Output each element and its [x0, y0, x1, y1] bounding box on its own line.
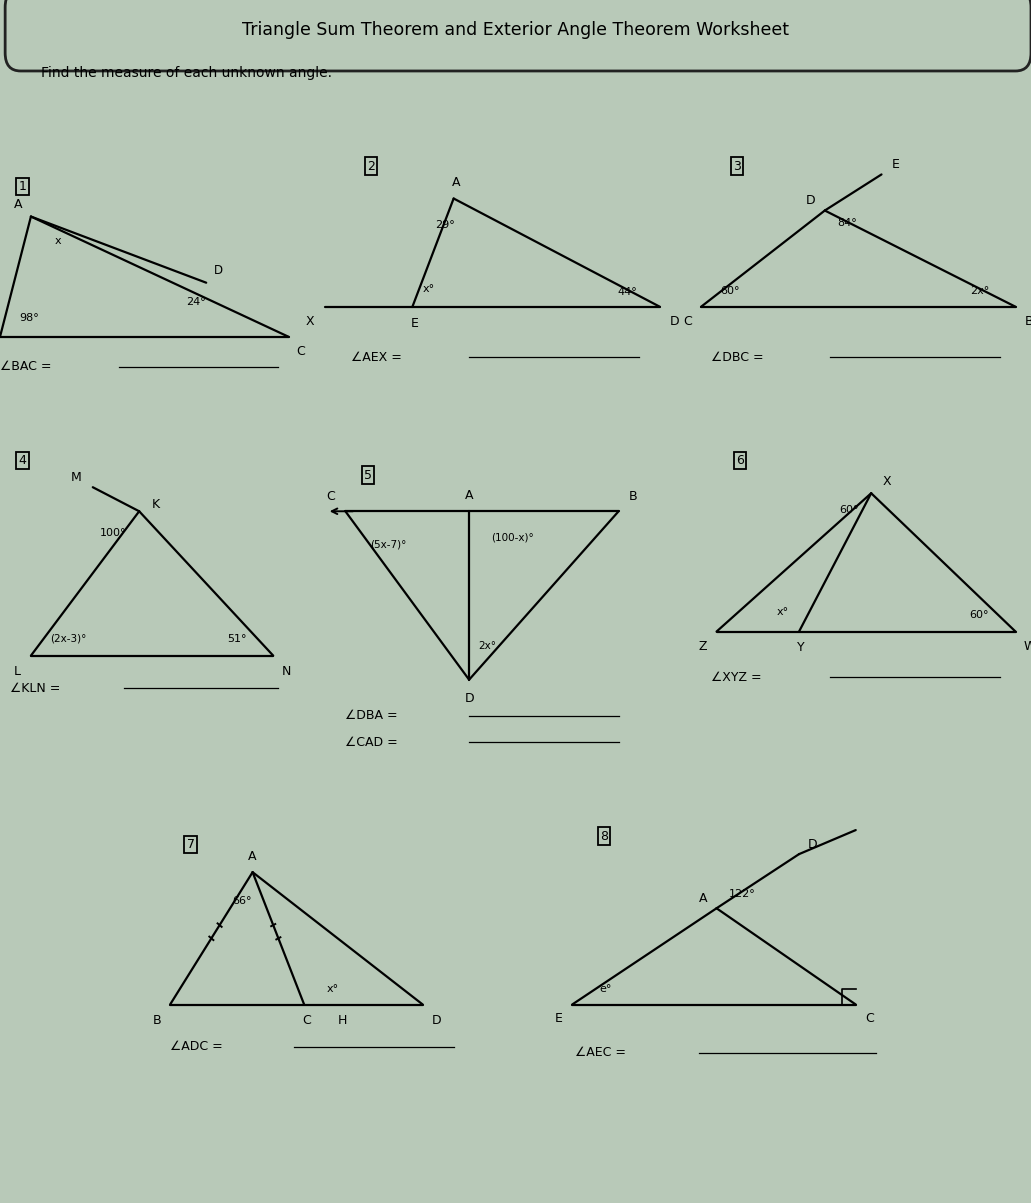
Text: 60°: 60° [839, 505, 858, 515]
Text: D: D [214, 265, 223, 277]
FancyBboxPatch shape [5, 0, 1031, 71]
Text: 122°: 122° [729, 889, 756, 899]
Text: Triangle Sum Theorem and Exterior Angle Theorem Worksheet: Triangle Sum Theorem and Exterior Angle … [242, 22, 789, 38]
Text: D: D [805, 195, 816, 207]
Text: x: x [55, 236, 61, 245]
Text: 84°: 84° [837, 218, 858, 227]
Text: x°: x° [776, 608, 789, 617]
Text: M: M [71, 472, 81, 484]
Text: K: K [152, 498, 160, 510]
Text: 60°: 60° [721, 286, 739, 296]
Text: 51°: 51° [228, 634, 246, 644]
Text: C: C [865, 1013, 873, 1025]
Text: 29°: 29° [435, 220, 456, 230]
Text: A: A [465, 490, 473, 502]
Text: C: C [297, 345, 305, 357]
Text: C: C [684, 315, 692, 327]
Text: 1: 1 [19, 180, 27, 192]
Text: Find the measure of each unknown angle.: Find the measure of each unknown angle. [41, 66, 332, 81]
Text: Y: Y [797, 641, 805, 653]
Text: 24°: 24° [186, 297, 206, 307]
Text: N: N [281, 665, 292, 677]
Text: 98°: 98° [19, 313, 39, 322]
Text: 4: 4 [19, 455, 27, 467]
Text: ∠KLN =: ∠KLN = [10, 682, 61, 694]
Text: ∠XYZ =: ∠XYZ = [711, 671, 762, 683]
Text: D: D [807, 838, 818, 851]
Text: A: A [699, 893, 707, 905]
Text: A: A [14, 198, 23, 211]
Text: 2: 2 [367, 160, 375, 172]
Text: L: L [14, 665, 21, 677]
Text: E: E [892, 159, 900, 171]
Text: H: H [337, 1014, 347, 1026]
Text: E: E [555, 1013, 563, 1025]
Text: D: D [464, 693, 474, 705]
Text: 5: 5 [364, 469, 372, 481]
Text: 2x°: 2x° [970, 286, 989, 296]
Text: B: B [629, 491, 637, 503]
Text: (100-x)°: (100-x)° [491, 533, 534, 543]
Text: e°: e° [599, 984, 611, 994]
Text: A: A [452, 177, 460, 189]
Text: ∠AEX =: ∠AEX = [351, 351, 401, 363]
Text: B: B [1025, 315, 1031, 327]
Text: 44°: 44° [617, 288, 637, 297]
Text: X: X [306, 315, 314, 327]
Text: 60°: 60° [970, 610, 989, 620]
Text: ∠BAC =: ∠BAC = [0, 361, 52, 373]
Text: D: D [669, 315, 679, 327]
Text: (2x-3)°: (2x-3)° [49, 634, 87, 644]
Text: 3: 3 [733, 160, 741, 172]
Text: ∠DBC =: ∠DBC = [711, 351, 764, 363]
Text: 8: 8 [600, 830, 608, 842]
Text: ∠CAD =: ∠CAD = [345, 736, 398, 748]
Text: x°: x° [423, 284, 435, 294]
Text: C: C [327, 491, 335, 503]
Text: W: W [1024, 640, 1031, 652]
Text: 6: 6 [736, 455, 744, 467]
Text: E: E [410, 318, 419, 330]
Text: A: A [248, 851, 257, 863]
Text: 7: 7 [187, 838, 195, 851]
Text: 100°: 100° [100, 528, 127, 538]
Text: (5x-7)°: (5x-7)° [370, 540, 407, 550]
Text: ∠DBA =: ∠DBA = [345, 710, 398, 722]
Text: Z: Z [699, 640, 707, 652]
Text: x°: x° [327, 984, 339, 994]
Text: ∠AEC =: ∠AEC = [575, 1047, 626, 1059]
Text: 66°: 66° [233, 896, 252, 906]
Text: X: X [883, 475, 891, 487]
Text: 2x°: 2x° [478, 641, 497, 651]
Text: B: B [153, 1014, 161, 1026]
Text: ∠ADC =: ∠ADC = [170, 1041, 223, 1053]
Text: C: C [302, 1014, 310, 1026]
Text: D: D [431, 1014, 441, 1026]
